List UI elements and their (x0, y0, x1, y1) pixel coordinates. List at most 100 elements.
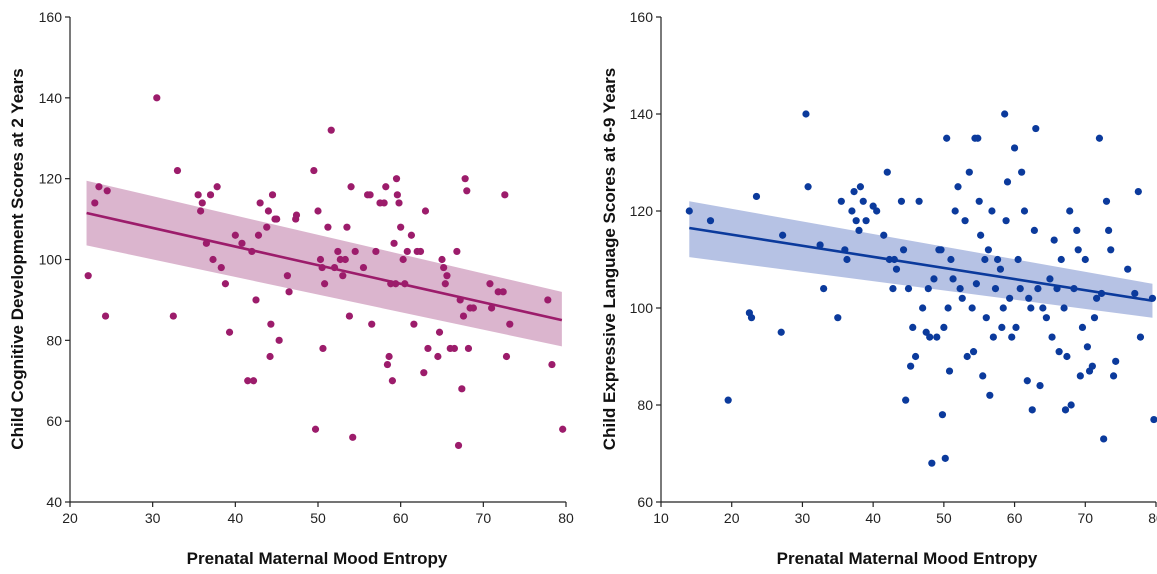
right-data-point (941, 454, 949, 462)
right-data-point (1095, 134, 1104, 142)
right-data-point (777, 328, 785, 336)
left-data-point (359, 263, 368, 272)
right-data-point (1034, 285, 1042, 293)
left-data-point (103, 187, 111, 195)
left-data-point (499, 288, 507, 296)
left-data-point (488, 304, 496, 312)
right-y-tick-label: 80 (637, 397, 653, 413)
left-data-point (316, 255, 325, 264)
left-data-point (231, 231, 239, 239)
left-y-tick-label: 80 (46, 332, 62, 348)
right-data-point (1057, 255, 1065, 264)
right-data-point (1053, 285, 1061, 293)
right-data-point (837, 197, 845, 205)
right-data-point (1134, 188, 1142, 196)
left-data-point (395, 199, 403, 207)
right-data-point (1042, 314, 1050, 322)
left-data-point (267, 320, 275, 328)
left-data-point (268, 191, 277, 199)
left-data-point (392, 175, 401, 183)
left-data-point (434, 352, 442, 361)
left-data-point (548, 360, 556, 369)
right-data-point (1136, 333, 1145, 341)
left-data-point (385, 352, 393, 361)
left-data-point (321, 280, 329, 288)
right-y-tick-label: 120 (630, 203, 654, 219)
left-confidence-band (86, 180, 562, 347)
right-data-point (907, 362, 915, 370)
left-x-tick-label: 60 (393, 510, 409, 526)
right-x-tick-label: 40 (865, 510, 881, 526)
left-data-point (440, 263, 448, 272)
right-data-point (911, 352, 920, 361)
left-data-point (197, 207, 205, 215)
right-data-point (1030, 226, 1038, 234)
right-data-point (1090, 314, 1099, 322)
left-data-point (399, 255, 407, 264)
left-data-point (421, 207, 430, 215)
right-data-point (909, 323, 917, 331)
right-data-point (968, 304, 976, 312)
left-data-point (469, 304, 478, 312)
left-data-point (407, 231, 416, 239)
left-data-point (461, 175, 469, 183)
left-data-point (273, 215, 281, 223)
left-data-point (330, 263, 339, 272)
left-data-point (334, 247, 342, 256)
right-y-tick-label: 100 (630, 300, 654, 316)
right-data-point (834, 314, 842, 322)
right-data-point (1076, 372, 1084, 380)
left-data-point (324, 223, 332, 231)
right-data-point (899, 246, 908, 254)
left-data-point (351, 247, 359, 256)
right-x-tick-label: 20 (724, 510, 740, 526)
left-data-point (194, 191, 202, 199)
left-data-point (341, 255, 349, 264)
right-data-point (816, 241, 824, 249)
left-data-point (256, 199, 264, 207)
right-data-point (1112, 357, 1120, 365)
right-data-point (1010, 144, 1019, 152)
right-data-point (856, 183, 865, 191)
right-data-point (892, 265, 901, 273)
right-data-point (852, 217, 860, 225)
right-data-point (752, 192, 761, 201)
left-data-point (213, 183, 221, 191)
right-x-tick-label: 70 (1077, 510, 1093, 526)
left-x-axis-title: Prenatal Maternal Mood Entropy (187, 549, 448, 568)
left-data-point (387, 280, 395, 288)
right-data-point (1070, 285, 1078, 293)
right-data-point (1016, 285, 1024, 293)
right-data-point (1050, 236, 1058, 244)
left-data-point (311, 425, 320, 433)
left-data-point (209, 255, 217, 264)
right-data-point (1061, 406, 1070, 414)
right-axes: 10 20 30 40 50 60 70 80 60 80 100 120 140 160 (630, 9, 1157, 526)
right-data-point (1060, 304, 1068, 312)
right-points-layer (685, 110, 1157, 467)
right-y-tick-label: 140 (630, 106, 654, 122)
left-data-point (392, 280, 400, 288)
left-data-point (91, 199, 99, 207)
right-data-point (977, 231, 985, 239)
left-y-tick-label: 120 (39, 171, 63, 187)
left-points-layer (84, 94, 567, 450)
left-data-point (275, 336, 283, 344)
left-data-point (453, 247, 461, 256)
left-data-point (410, 320, 418, 328)
right-data-point (981, 255, 989, 264)
right-data-point (961, 217, 969, 225)
left-data-point (173, 166, 182, 175)
left-data-point (84, 272, 92, 280)
right-data-point (1012, 323, 1020, 331)
right-data-point (1048, 333, 1056, 341)
left-data-point (318, 263, 326, 272)
right-data-point (926, 333, 934, 341)
left-data-point (424, 344, 432, 353)
left-data-point (266, 352, 274, 361)
left-data-point (285, 288, 293, 296)
right-y-axis-title: Child Expressive Language Scores at 6-9 … (600, 68, 619, 450)
right-data-point (944, 304, 952, 312)
right-data-point (965, 168, 973, 176)
